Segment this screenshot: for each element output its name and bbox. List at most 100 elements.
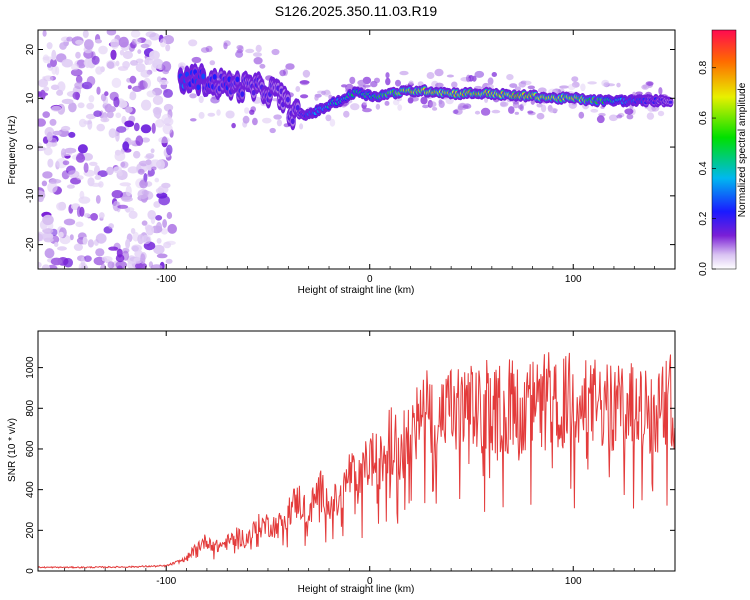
- heatmap-cell: [255, 44, 262, 53]
- ridge-core: [201, 73, 206, 80]
- heatmap-cell: [141, 220, 148, 226]
- heatmap-cell: [141, 234, 152, 245]
- heatmap-cell: [541, 104, 547, 113]
- heatmap-cell: [145, 159, 152, 166]
- heatmap-cell: [155, 187, 164, 194]
- heatmap-cell: [153, 201, 161, 208]
- heatmap-cell: [129, 75, 137, 84]
- heatmap-cell: [253, 52, 262, 57]
- heatmap-cell: [269, 127, 276, 134]
- heatmap-cell: [113, 166, 122, 174]
- heatmap-cell: [52, 130, 62, 136]
- heatmap-cell: [616, 114, 623, 119]
- heatmap-cell: [115, 254, 125, 263]
- heatmap-cell: [95, 39, 102, 44]
- heatmap-cell: [520, 80, 527, 85]
- heatmap-cell: [161, 61, 172, 72]
- heatmap-cell: [95, 248, 105, 257]
- chart-title: S126.2025.350.11.03.R19: [275, 3, 438, 19]
- heatmap-cell: [207, 112, 216, 117]
- heatmap-cell: [285, 63, 295, 70]
- ridge-core: [295, 104, 300, 111]
- heatmap-cell: [70, 63, 80, 71]
- heatmap-cell: [122, 61, 130, 69]
- heatmap-cell: [601, 79, 610, 87]
- heatmap-cell: [159, 38, 167, 48]
- heatmap-cell: [46, 131, 53, 142]
- heatmap-cell: [120, 161, 129, 169]
- heatmap-cell: [225, 110, 235, 119]
- heatmap-cell: [58, 231, 64, 238]
- heatmap-cell: [82, 153, 94, 161]
- ridge-core: [251, 89, 256, 96]
- heatmap-cell: [42, 214, 54, 226]
- spectrogram-xlabel: Height of straight line (km): [298, 285, 415, 296]
- heatmap-cell: [446, 74, 454, 78]
- heatmap-cell: [350, 103, 360, 111]
- heatmap-cell: [140, 99, 152, 111]
- snr-x-tick-label: -100: [156, 576, 176, 587]
- heatmap-cell: [106, 30, 117, 36]
- heatmap-cell: [133, 122, 140, 132]
- heatmap-cell: [426, 72, 435, 79]
- heatmap-cell: [384, 100, 390, 106]
- heatmap-cell: [200, 47, 210, 53]
- snr-y-tick-label: 1000: [25, 356, 36, 379]
- heatmap-cell: [190, 118, 197, 122]
- heatmap-cell: [43, 86, 50, 92]
- heatmap-cell: [78, 118, 87, 128]
- snr-y-tick-label: 600: [25, 440, 36, 457]
- heatmap-cell: [79, 190, 85, 200]
- heatmap-cell: [188, 39, 198, 47]
- heatmap-cell: [253, 57, 263, 65]
- heatmap-cell: [66, 184, 75, 189]
- heatmap-cell: [152, 107, 163, 115]
- heatmap-cell: [244, 107, 250, 114]
- heatmap-cell: [38, 118, 46, 127]
- heatmap-cell: [487, 77, 494, 86]
- snr-xlabel: Height of straight line (km): [298, 584, 415, 595]
- heatmap-cell: [137, 80, 148, 90]
- heatmap-cell: [395, 79, 401, 87]
- heatmap-cell: [54, 242, 59, 247]
- heatmap-cell: [121, 196, 133, 202]
- heatmap-cell: [73, 243, 83, 251]
- heatmap-cell: [72, 91, 81, 100]
- heatmap-cell: [314, 95, 319, 101]
- heatmap-cell: [397, 104, 403, 111]
- heatmap-cell: [236, 49, 243, 54]
- heatmap-cell: [61, 58, 73, 68]
- heatmap-cell: [125, 106, 133, 113]
- heatmap-cell: [139, 179, 148, 189]
- heatmap-cell: [69, 234, 74, 241]
- heatmap-cell: [66, 36, 73, 42]
- spectrogram-x-tick-label: -100: [156, 274, 176, 285]
- ridge-core: [285, 96, 290, 103]
- heatmap-cell: [472, 75, 477, 82]
- heatmap-cell: [50, 257, 63, 266]
- heatmap-cell: [300, 94, 309, 99]
- heatmap-cell: [38, 142, 42, 147]
- heatmap-cells: [38, 30, 672, 269]
- heatmap-cell: [145, 225, 155, 236]
- heatmap-cell: [127, 85, 132, 90]
- heatmap-cell: [259, 63, 266, 69]
- heatmap-cell: [107, 261, 115, 269]
- heatmap-cell: [67, 170, 80, 179]
- heatmap-cell: [160, 228, 168, 235]
- heatmap-cell: [362, 108, 372, 113]
- heatmap-cell: [198, 111, 205, 119]
- heatmap-cell: [155, 221, 163, 233]
- heatmap-cell: [95, 195, 101, 204]
- heatmap-cell: [635, 91, 643, 96]
- heatmap-cell: [375, 103, 381, 110]
- colorbar-gradient: [712, 30, 736, 269]
- heatmap-cell: [122, 141, 130, 151]
- heatmap-cell: [50, 58, 57, 67]
- heatmap-cell: [518, 81, 527, 88]
- heatmap-cell: [51, 49, 57, 61]
- heatmap-cell: [77, 144, 88, 154]
- heatmap-cell: [198, 95, 204, 104]
- spectral-ridge: [177, 63, 674, 131]
